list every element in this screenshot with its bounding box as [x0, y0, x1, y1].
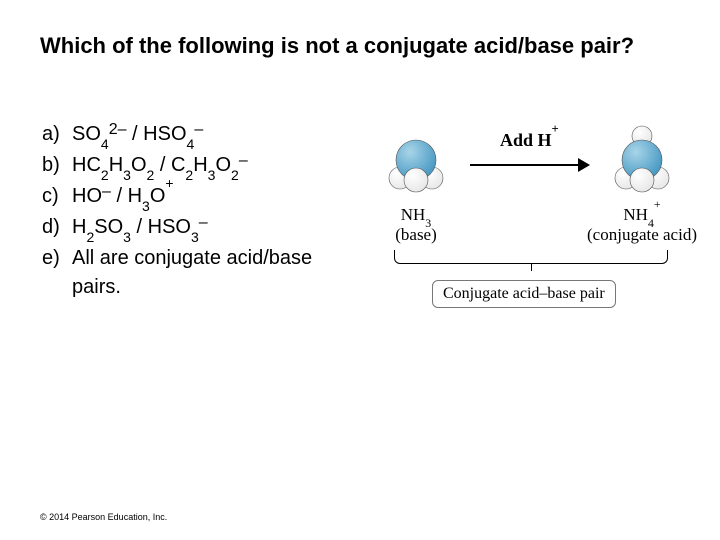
conjugate-pair-diagram: Add H+ NH3 (base) NH4+ (conjugate acid) … [370, 110, 690, 330]
pair-brace-icon [394, 250, 668, 264]
question-text: Which of the following is not a conjugat… [40, 32, 680, 61]
nh3-molecule-icon [376, 120, 456, 200]
answer-body: SO42– / HSO4– [72, 120, 342, 149]
slide: Which of the following is not a conjugat… [0, 0, 720, 540]
nh3-formula-label: NH3 [370, 206, 462, 225]
nh3-role-label: (base) [370, 226, 462, 245]
answer-body: H2SO3 / HSO3– [72, 213, 342, 242]
answer-option: d)H2SO3 / HSO3– [42, 213, 342, 242]
nh4-role-label: (conjugate acid) [580, 226, 704, 245]
answer-option: a)SO42– / HSO4– [42, 120, 342, 149]
nh4-formula-label: NH4+ [596, 206, 688, 225]
answer-letter: e) [42, 244, 72, 273]
answer-option: b)HC2H3O2 / C2H3O2– [42, 151, 342, 180]
add-h-label: Add H+ [500, 130, 559, 151]
answer-option: c)HO– / H3O+ [42, 182, 342, 211]
reaction-arrow-icon [470, 158, 590, 172]
answer-letter: c) [42, 182, 72, 211]
answer-list: a)SO42– / HSO4–b)HC2H3O2 / C2H3O2–c)HO– … [42, 120, 342, 304]
answer-letter: a) [42, 120, 72, 149]
answer-option: e)All are conjugate acid/base pairs. [42, 244, 342, 302]
answer-letter: b) [42, 151, 72, 180]
answer-body: All are conjugate acid/base pairs. [72, 244, 342, 302]
copyright-text: © 2014 Pearson Education, Inc. [40, 512, 167, 522]
answer-letter: d) [42, 213, 72, 242]
nh4-molecule-icon [602, 120, 682, 200]
answer-body: HO– / H3O+ [72, 182, 342, 211]
answer-body: HC2H3O2 / C2H3O2– [72, 151, 342, 180]
pair-box-label: Conjugate acid–base pair [432, 280, 616, 308]
